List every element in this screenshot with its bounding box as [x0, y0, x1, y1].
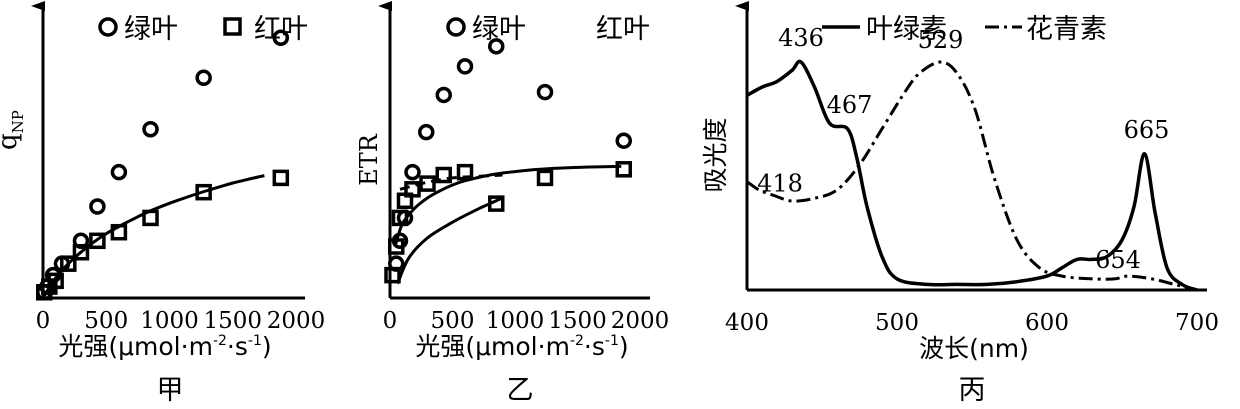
legend: 绿叶 红叶 — [446, 14, 650, 45]
data-point-square — [195, 183, 212, 201]
peak-label: 529 — [918, 26, 964, 54]
x-tick-label: 2000 — [611, 308, 670, 334]
data-point-square — [456, 163, 474, 181]
x-tick-label: 0 — [383, 308, 398, 334]
data-point-circle — [435, 86, 452, 104]
data-point-circle — [404, 163, 421, 181]
panel-bing: 400 500 600 700 436 467 529 418 665 654 吸光度 波长(n… — [701, 1, 1219, 406]
data-point-circle — [615, 132, 632, 149]
x-tick-label: 400 — [725, 310, 769, 336]
panel-caption: 丙 — [959, 375, 986, 406]
series-line-anthocyanin — [746, 60, 1198, 292]
data-point-square — [419, 175, 436, 192]
data-point-square — [615, 161, 632, 178]
x-axis-label: 光强(μmol·m-2·s-1) — [415, 332, 628, 361]
peak-label: 467 — [827, 91, 873, 119]
data-points — [384, 38, 632, 284]
data-point-square — [110, 223, 128, 241]
data-point-square — [435, 166, 452, 184]
data-point-square — [142, 209, 159, 227]
y-axis-label: qNP — [0, 110, 27, 150]
peak-labels: 436 467 529 418 665 654 — [757, 24, 1169, 274]
data-point-circle — [456, 58, 474, 75]
peak-label: 418 — [757, 169, 803, 197]
x-tick-label: 600 — [1025, 310, 1069, 336]
x-tick-label: 500 — [875, 310, 919, 336]
absorbance-curves — [746, 59, 1198, 292]
y-axis-label: ETR — [355, 133, 383, 186]
x-tick-label: 1500 — [548, 308, 607, 334]
fit-curve — [393, 164, 622, 247]
data-point-square — [89, 232, 106, 250]
x-tick-label: 2000 — [267, 308, 326, 334]
data-point-square — [384, 266, 401, 284]
x-tick-labels: 0 500 1000 1500 2000 — [36, 308, 326, 334]
x-tick-labels: 400 500 600 700 — [725, 310, 1219, 336]
y-axis-label: 吸光度 — [701, 117, 730, 192]
legend-label-anthocyanin: 花青素 — [1026, 14, 1107, 45]
x-axis-label: 光强(μmol·m-2·s-1) — [58, 332, 271, 361]
data-point-circle — [418, 123, 435, 141]
x-tick-label: 500 — [431, 308, 475, 334]
legend-label-red-leaf: 红叶 — [596, 14, 650, 45]
legend-marker-circle — [98, 17, 118, 37]
data-point-square — [488, 195, 505, 212]
data-point-circle — [142, 121, 159, 138]
x-tick-labels: 0 500 1000 1500 2000 — [383, 308, 670, 334]
legend-label-red-leaf: 红叶 — [254, 14, 308, 45]
legend-marker-square — [223, 17, 242, 36]
legend-label-green-leaf: 绿叶 — [124, 14, 178, 45]
legend-label-green-leaf: 绿叶 — [472, 14, 526, 45]
legend-label-chlorophyll: 叶绿素 — [866, 14, 947, 45]
legend: 绿叶 红叶 — [98, 14, 308, 45]
data-point-circle — [195, 69, 212, 87]
data-point-circle — [536, 83, 554, 101]
data-point-square — [272, 169, 290, 187]
x-axis-label: 波长(nm) — [919, 334, 1029, 363]
data-points — [36, 29, 290, 301]
data-point-square — [60, 255, 77, 272]
data-point-circle — [488, 38, 505, 55]
fit-curves — [41, 174, 265, 299]
panel-caption: 乙 — [507, 375, 534, 406]
legend: 叶绿素 花青素 — [822, 14, 1107, 45]
peak-label: 654 — [1095, 246, 1141, 274]
data-point-square — [391, 209, 409, 227]
x-tick-label: 500 — [84, 308, 128, 334]
series-line-chlorophyll — [746, 59, 1198, 292]
data-point-square — [404, 181, 421, 198]
fit-curve — [396, 196, 504, 285]
x-tick-label: 1000 — [140, 308, 199, 334]
data-point-square — [536, 169, 554, 187]
data-point-circle — [89, 198, 106, 215]
data-point-circle — [110, 163, 128, 181]
x-tick-label: 1500 — [203, 308, 262, 334]
data-point-square — [388, 238, 405, 255]
panel-yi: 0 500 1000 1500 2000 ETR 光强(μmol·m-2·s-1) 乙 … — [355, 1, 670, 406]
panel-caption: 甲 — [157, 375, 184, 406]
x-tick-label: 0 — [36, 308, 51, 334]
fit-curves — [393, 164, 622, 285]
peak-label: 665 — [1124, 116, 1170, 144]
legend-marker-circle — [446, 17, 466, 37]
x-tick-label: 700 — [1175, 310, 1219, 336]
data-point-square — [72, 243, 90, 261]
data-point-square — [47, 272, 64, 290]
fit-curve — [41, 174, 265, 299]
peak-label: 436 — [778, 24, 824, 52]
x-tick-label: 1000 — [486, 308, 545, 334]
data-point-circle — [272, 29, 290, 46]
